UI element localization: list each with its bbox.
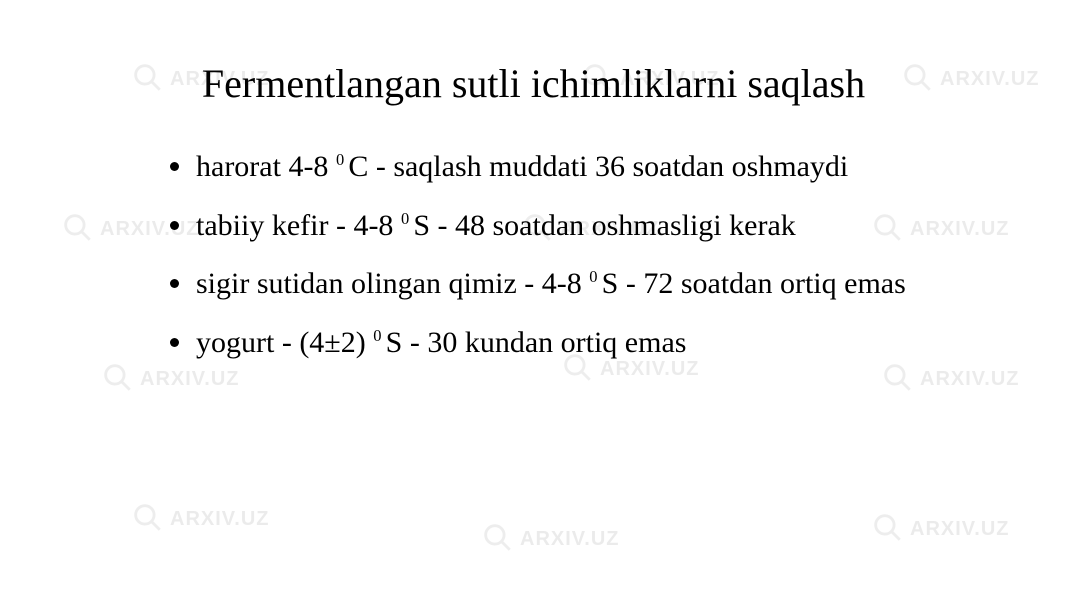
slide-title: Fermentlangan sutli ichimliklarni saqlas… (110, 60, 957, 107)
bullet-superscript: 0 (336, 150, 348, 169)
bullet-text-pre: yogurt - (4±2) (196, 326, 373, 359)
bullet-text-post: C - saqlash muddati 36 soatdan oshmaydi (348, 150, 848, 183)
bullet-text-pre: harorat 4-8 (196, 150, 336, 183)
bullet-text-post: S - 72 soatdan ortiq emas (602, 267, 906, 300)
bullet-text-post: S - 30 kundan ortiq emas (386, 326, 687, 359)
bullet-item: tabiiy kefir - 4-8 0 S - 48 soatdan oshm… (170, 206, 957, 247)
bullet-item: sigir sutidan olingan qimiz - 4-8 0 S - … (170, 264, 957, 305)
bullet-text-pre: tabiiy kefir - 4-8 (196, 209, 401, 242)
bullet-item: harorat 4-8 0 C - saqlash muddati 36 soa… (170, 147, 957, 188)
bullet-text-post: S - 48 soatdan oshmasligi kerak (413, 209, 795, 242)
bullet-item: yogurt - (4±2) 0 S - 30 kundan ortiq ema… (170, 323, 957, 364)
bullet-superscript: 0 (401, 209, 413, 228)
slide-content: Fermentlangan sutli ichimliklarni saqlas… (0, 0, 1067, 600)
bullet-superscript: 0 (373, 326, 385, 345)
bullet-text-pre: sigir sutidan olingan qimiz - 4-8 (196, 267, 589, 300)
bullet-list: harorat 4-8 0 C - saqlash muddati 36 soa… (110, 147, 957, 363)
bullet-superscript: 0 (589, 267, 601, 286)
